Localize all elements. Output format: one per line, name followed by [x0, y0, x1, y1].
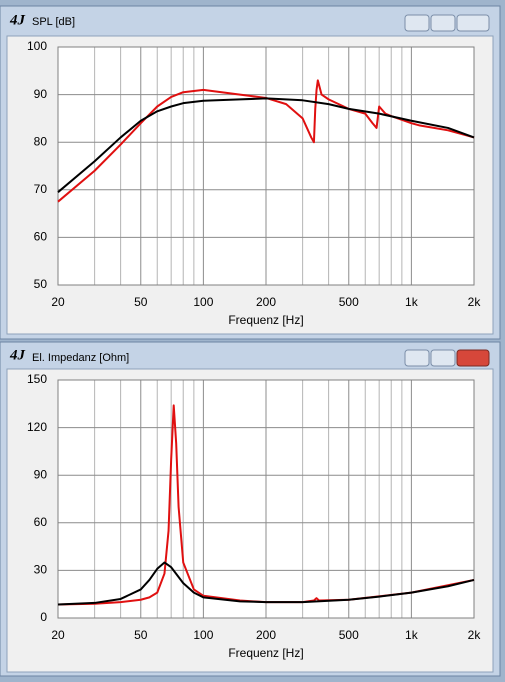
series-line [57, 404, 475, 606]
series-line [57, 561, 475, 606]
plot-border [57, 46, 475, 286]
x-tick-label: 200 [256, 628, 276, 642]
x-tick-label: 500 [339, 295, 359, 309]
x-axis-label: Frequenz [Hz] [228, 646, 303, 660]
series-line [57, 79, 475, 203]
y-tick-label: 120 [27, 420, 47, 434]
x-tick-label: 50 [134, 628, 148, 642]
maximize-button[interactable] [430, 349, 456, 367]
x-tick-label: 2k [468, 295, 482, 309]
y-tick-label: 100 [27, 39, 47, 53]
app-icon: 4J [9, 347, 26, 363]
x-tick-label: 20 [51, 628, 65, 642]
y-tick-label: 90 [34, 87, 48, 101]
x-tick-label: 50 [134, 295, 148, 309]
window-title: El. Impedanz [Ohm] [32, 352, 129, 364]
x-tick-label: 100 [193, 628, 213, 642]
x-axis-label: Frequenz [Hz] [228, 313, 303, 327]
close-button[interactable] [456, 14, 490, 32]
maximize-button[interactable] [430, 14, 456, 32]
y-tick-label: 70 [34, 182, 48, 196]
window-title: SPL [dB] [32, 16, 75, 28]
y-tick-label: 0 [40, 610, 47, 624]
y-tick-label: 30 [34, 563, 48, 577]
x-tick-label: 100 [193, 295, 213, 309]
series-line [57, 97, 475, 193]
x-tick-label: 200 [256, 295, 276, 309]
x-tick-label: 1k [405, 295, 419, 309]
close-button[interactable] [456, 349, 490, 367]
x-tick-label: 2k [468, 628, 482, 642]
app-icon: 4J [9, 12, 26, 28]
y-tick-label: 90 [34, 467, 48, 481]
x-tick-label: 500 [339, 628, 359, 642]
minimize-button[interactable] [404, 14, 430, 32]
y-tick-label: 60 [34, 230, 48, 244]
y-tick-label: 50 [34, 277, 48, 291]
plot-border [57, 379, 475, 619]
y-tick-label: 80 [34, 134, 48, 148]
y-tick-label: 60 [34, 515, 48, 529]
y-tick-label: 150 [27, 372, 47, 386]
minimize-button[interactable] [404, 349, 430, 367]
x-tick-label: 20 [51, 295, 65, 309]
x-tick-label: 1k [405, 628, 419, 642]
